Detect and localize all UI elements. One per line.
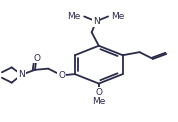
Text: N: N <box>18 70 25 79</box>
Text: O: O <box>58 71 65 80</box>
Text: O: O <box>95 88 102 97</box>
Text: O: O <box>33 54 40 63</box>
Text: Me: Me <box>92 97 106 106</box>
Text: Me: Me <box>111 12 125 21</box>
Text: N: N <box>93 17 100 26</box>
Text: Me: Me <box>68 12 81 21</box>
